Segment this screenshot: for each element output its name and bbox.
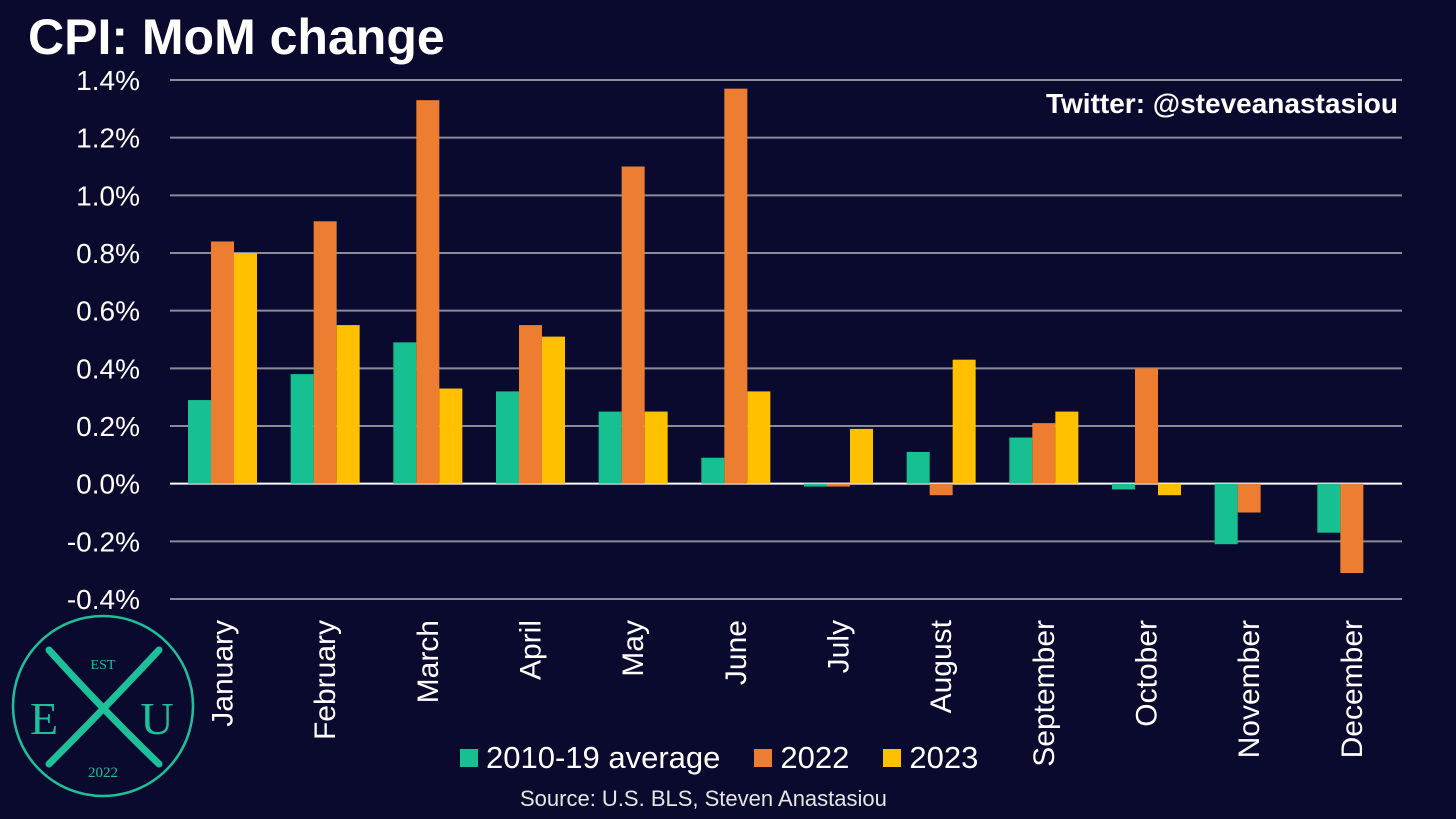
legend-swatch-2023 [883,749,902,767]
bar-february-series-0 [290,374,314,484]
bar-august-series-0 [906,451,930,484]
bar-september-series-1 [1032,423,1056,484]
bar-september-series-0 [1009,437,1033,484]
x-tick-label-november: November [1233,620,1266,758]
x-tick-label-july: July [823,620,856,673]
bar-june-series-0 [701,457,725,484]
logo-letter-u: U [140,693,173,744]
bar-february-series-2 [336,325,360,484]
bar-october-series-2 [1158,483,1181,496]
y-tick-label: 1.2% [76,123,140,154]
legend-label-2023: 2023 [909,740,979,775]
chart-title: CPI: MoM change [28,9,445,65]
x-tick-label-march: March [412,620,445,703]
x-tick-label-february: February [309,620,342,740]
y-axis-ticks: 1.4% 1.2% 1.0% 0.8% 0.6% 0.4% 0.2% 0.0% -0.2% -0.… [67,65,140,615]
logo-sword-b [45,646,163,768]
logo-letter-e: E [30,693,58,744]
y-tick-label: 1.4% [76,65,140,96]
bar-may-series-2 [644,411,668,484]
logo-year-text: 2022 [88,765,118,781]
bar-january-series-0 [188,400,211,484]
x-axis-labels: January February March April May June July Augu… [207,619,1369,766]
y-tick-label: 0.2% [76,411,140,442]
bar-may-series-1 [621,166,645,484]
bar-march-series-1 [416,100,440,484]
y-tick-label: 1.0% [76,180,140,211]
bar-july-series-2 [850,428,873,484]
x-tick-label-december: December [1336,620,1369,758]
x-tick-label-june: June [720,620,753,685]
legend-swatch-2022 [754,749,773,767]
bar-august-series-2 [952,359,976,484]
legend-label-2022: 2022 [780,740,850,775]
bar-december-series-1 [1340,483,1364,574]
bar-january-series-2 [234,253,257,484]
twitter-handle: Twitter: @steveanastasiou [1046,88,1398,119]
logo-est-text: EST [91,658,116,673]
exu-logo: EST E U 2022 [11,614,195,798]
bar-may-series-0 [598,411,622,484]
y-tick-label: -0.2% [67,526,140,557]
legend-item-2022: 2022 [754,740,849,776]
bar-october-series-0 [1112,483,1135,490]
legend: 2010-19 average 2022 2023 [460,740,978,776]
x-tick-label-september: September [1028,620,1061,767]
legend-item-2023: 2023 [883,740,978,776]
bar-august-series-1 [929,483,953,496]
y-tick-label: 0.6% [76,296,140,327]
x-tick-label-january: January [207,620,240,727]
x-tick-label-april: April [515,620,548,680]
bar-february-series-1 [313,221,337,484]
bar-november-series-0 [1214,483,1238,545]
logo-ring [11,614,195,798]
bar-january-series-1 [211,241,234,484]
bar-july-series-1 [827,483,850,487]
y-tick-label: 0.8% [76,238,140,269]
bar-april-series-1 [519,325,542,484]
bar-october-series-1 [1135,368,1158,484]
bar-april-series-0 [496,391,519,484]
x-tick-label-may: May [617,620,650,677]
bar-march-series-0 [393,342,417,484]
bar-april-series-2 [542,336,565,484]
bar-july-series-0 [804,483,827,487]
grid-lines [170,79,1402,600]
bar-november-series-1 [1237,483,1261,513]
bars [188,88,1364,574]
legend-label-avg: 2010-19 average [486,740,721,775]
legend-item-avg: 2010-19 average [460,740,720,776]
x-tick-label-october: October [1131,620,1164,727]
x-tick-label-august: August [925,619,958,713]
y-tick-label: 0.4% [76,353,140,384]
y-tick-label: 0.0% [76,469,140,500]
bar-june-series-2 [747,391,771,484]
legend-swatch-avg [460,749,478,767]
y-tick-label: -0.4% [67,584,140,615]
bar-march-series-2 [439,388,463,484]
bar-september-series-2 [1055,411,1079,484]
bar-june-series-1 [724,88,748,484]
bar-december-series-0 [1317,483,1341,533]
source-note: Source: U.S. BLS, Steven Anastasiou [520,786,887,811]
